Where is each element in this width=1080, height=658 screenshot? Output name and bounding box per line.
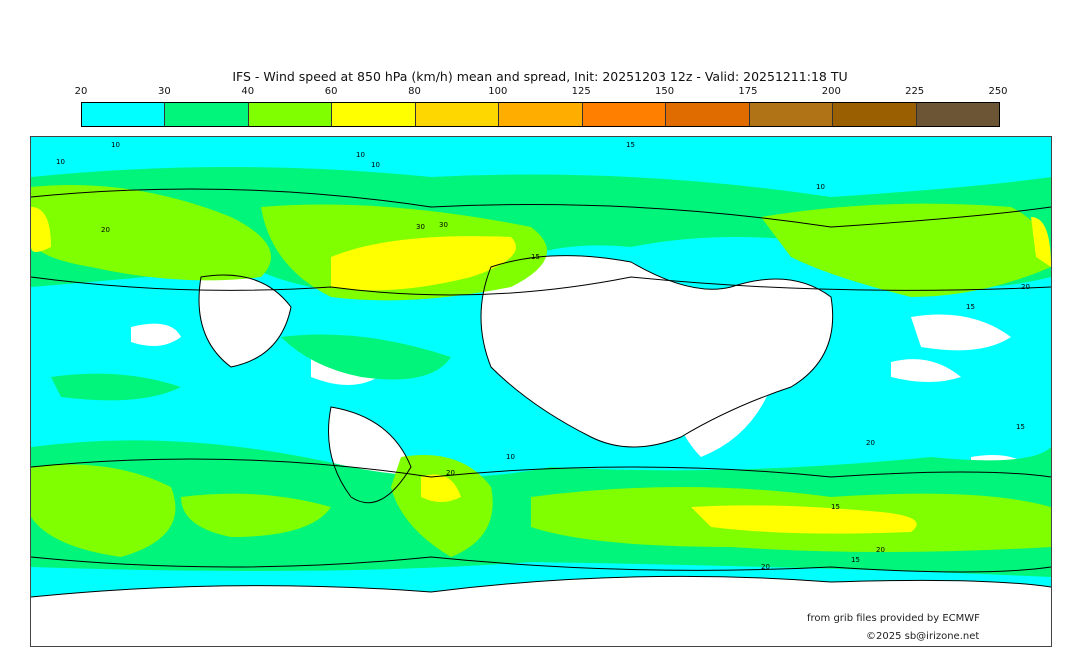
contour-label: 15 (831, 503, 840, 511)
colorbar-tick-label: 40 (241, 86, 255, 97)
contour-label: 10 (371, 161, 380, 169)
colorbar-segment (833, 103, 917, 126)
colorbar-segment (332, 103, 416, 126)
contour-label: 15 (626, 141, 635, 149)
colorbar-tick-label: 175 (738, 86, 758, 97)
map-title: IFS - Wind speed at 850 hPa (km/h) mean … (232, 69, 848, 84)
colorbar-tick-label: 20 (74, 86, 88, 97)
contour-label: 10 (111, 141, 120, 149)
colorbar-segment (666, 103, 750, 126)
contour-labels: 10 15 10 10 30 30 20 15 10 10 15 20 20 15 20 10 15 20 20 15 (56, 141, 1030, 571)
contour-label: 10 (506, 453, 515, 461)
contour-label: 15 (966, 303, 975, 311)
contour-label: 20 (866, 439, 875, 447)
wind-speed-map: 10 15 10 10 30 30 20 15 10 10 15 20 20 15 20 10 15 20 20 15 (30, 136, 1052, 647)
contour-label: 10 (356, 151, 365, 159)
colorbar-tick-label: 225 (905, 86, 925, 97)
contour-label: 10 (816, 183, 825, 191)
colorbar-legend (81, 102, 1000, 127)
colorbar-tick-label: 250 (988, 86, 1008, 97)
copyright-credit: ©2025 sb@irizone.net (866, 631, 980, 642)
colorbar-segment (582, 103, 667, 126)
contour-label: 15 (531, 253, 540, 261)
colorbar-tick-label: 150 (654, 86, 675, 97)
colorbar-segment (749, 103, 834, 126)
yellow-60-80-areas (31, 207, 1051, 534)
source-credit: from grib files provided by ECMWF (807, 613, 980, 624)
contour-label: 20 (1021, 283, 1030, 291)
colorbar-tick-label: 125 (571, 86, 591, 97)
contour-label: 20 (101, 226, 110, 234)
colorbar-segment (165, 103, 249, 126)
contour-label: 10 (56, 158, 65, 166)
colorbar-segment (499, 103, 583, 126)
contour-lines (31, 188, 1051, 598)
colorbar-tick-label: 100 (488, 86, 508, 97)
colorbar-segment (248, 103, 333, 126)
colorbar-tick-label: 200 (821, 86, 841, 97)
contour-label: 20 (446, 469, 455, 477)
colorbar-segment (415, 103, 500, 126)
contour-label: 30 (439, 221, 448, 229)
map-canvas: 10 15 10 10 30 30 20 15 10 10 15 20 20 15 20 10 15 20 20 15 (31, 137, 1051, 646)
colorbar-tick-label: 80 (408, 86, 421, 97)
contour-label: 20 (876, 546, 885, 554)
contour-label: 30 (416, 223, 425, 231)
contour-label: 15 (1016, 423, 1025, 431)
contour-label: 20 (761, 563, 770, 571)
colorbar-tick-label: 60 (324, 86, 338, 97)
colorbar-segment (82, 103, 166, 126)
colorbar-tick-label: 30 (157, 86, 171, 97)
colorbar-segment (916, 103, 999, 126)
contour-label: 15 (851, 556, 860, 564)
